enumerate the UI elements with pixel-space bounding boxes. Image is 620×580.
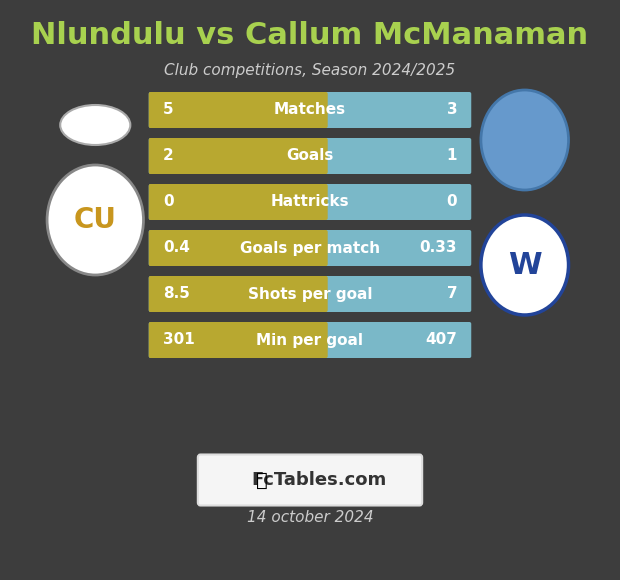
Ellipse shape [60,105,130,145]
FancyBboxPatch shape [149,230,328,266]
Text: FcTables.com: FcTables.com [251,471,386,489]
Text: 1: 1 [447,148,457,164]
Text: Goals: Goals [286,148,334,164]
FancyBboxPatch shape [149,230,471,266]
FancyBboxPatch shape [149,184,471,220]
Text: 0: 0 [163,194,174,209]
Text: 5: 5 [163,103,174,118]
Text: 0.4: 0.4 [163,241,190,256]
Text: 2: 2 [163,148,174,164]
FancyBboxPatch shape [149,138,471,174]
Text: Goals per match: Goals per match [240,241,380,256]
Text: CU: CU [74,206,117,234]
Text: 📊: 📊 [256,470,268,490]
Text: Nlundulu vs Callum McManaman: Nlundulu vs Callum McManaman [32,20,588,49]
Text: 0: 0 [446,194,457,209]
FancyBboxPatch shape [149,322,471,358]
Text: Matches: Matches [274,103,346,118]
FancyBboxPatch shape [149,92,328,128]
FancyBboxPatch shape [198,455,422,506]
Circle shape [47,165,143,275]
Text: 0.33: 0.33 [420,241,457,256]
Circle shape [481,215,569,315]
Text: W: W [508,251,541,280]
Text: Hattricks: Hattricks [271,194,349,209]
FancyBboxPatch shape [149,276,328,312]
FancyBboxPatch shape [149,92,471,128]
Text: 301: 301 [163,332,195,347]
FancyBboxPatch shape [149,138,328,174]
Text: 8.5: 8.5 [163,287,190,302]
Text: 407: 407 [425,332,457,347]
Text: 7: 7 [446,287,457,302]
Text: Min per goal: Min per goal [257,332,363,347]
Text: Shots per goal: Shots per goal [248,287,372,302]
FancyBboxPatch shape [149,322,328,358]
Circle shape [481,90,569,190]
Text: Club competitions, Season 2024/2025: Club competitions, Season 2024/2025 [164,63,456,78]
Text: 14 october 2024: 14 october 2024 [247,509,373,524]
FancyBboxPatch shape [149,276,471,312]
Text: 3: 3 [446,103,457,118]
FancyBboxPatch shape [149,184,328,220]
